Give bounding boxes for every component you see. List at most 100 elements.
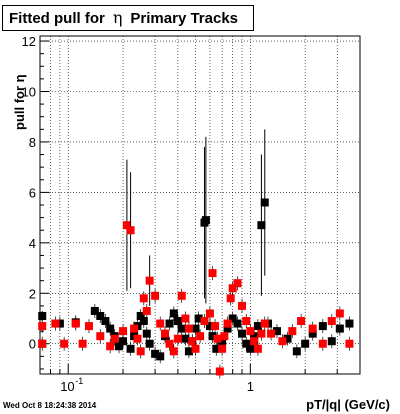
data-point-red [288,327,297,336]
data-point-black [139,317,148,326]
data-point-black [165,319,174,328]
data-point-red [223,319,232,328]
data-point-black [142,329,151,338]
data-point-black [272,327,281,336]
y-tick-label: 10 [22,84,36,99]
data-point-black [253,322,262,331]
data-point-black [201,216,210,225]
data-point-red [38,322,47,331]
data-point-red [142,306,151,315]
title-suffix: Primary Tracks [130,10,238,27]
y-tick-label: 0 [29,337,36,352]
data-point-red [165,339,174,348]
data-point-red [267,329,276,338]
data-point-black [327,337,336,346]
data-point-black [194,314,203,323]
data-point-red [297,317,306,326]
data-point-red [173,334,182,343]
data-point-black [169,309,178,318]
data-point-red [318,339,327,348]
y-axis-label: pull for η [12,74,27,130]
x-axis-label: pT/|q| (GeV/c) [306,397,390,412]
data-point-red [78,339,87,348]
data-point-red [136,347,145,356]
data-point-black [301,339,310,348]
data-point-black [114,342,123,351]
data-point-red [181,314,190,323]
data-point-red [246,327,255,336]
data-point-black [55,319,64,328]
data-point-black [156,352,165,361]
data-point-black [257,221,266,230]
data-point-black [335,324,344,333]
data-point-red [208,269,217,278]
data-point-red [228,284,237,293]
data-point-red [220,332,229,341]
data-point-red [169,347,178,356]
data-point-red [191,344,200,353]
data-point-red [335,309,344,318]
data-point-black [218,337,227,346]
data-point-red [139,294,148,303]
data-point-black [173,317,182,326]
title-prefix: Fitted pull for [9,10,105,27]
data-point-black [151,349,160,358]
y-tick-label: 6 [29,185,36,200]
data-point-red [327,317,336,326]
data-point-red [213,334,222,343]
data-point-black [106,324,115,333]
data-point-red [226,294,235,303]
data-point-red [257,329,266,338]
data-point-black [345,319,354,328]
data-point-black [136,311,145,320]
y-tick-label: 12 [22,34,36,49]
data-point-red [177,291,186,300]
data-point-red [253,344,262,353]
x-tick-label-exponent: -1 [75,376,83,386]
data-point-red [96,332,105,341]
y-tick-label: 4 [29,236,36,251]
data-point-red [145,276,154,285]
data-point-black [260,198,269,207]
data-point-red [242,317,251,326]
data-point-red [71,319,80,328]
data-point-red [161,329,170,338]
data-point-red [110,334,119,343]
data-point-black [212,344,221,353]
data-point-red [133,334,142,343]
data-point-black [233,319,242,328]
y-tick-label: 2 [29,286,36,301]
data-point-red [51,319,60,328]
data-point-black [283,334,292,343]
data-point-red [215,367,224,376]
data-point-black [145,339,154,348]
x-tick-label: 10 [60,379,74,394]
data-point-black [208,332,217,341]
data-point-black [246,344,255,353]
data-point-black [96,311,105,320]
data-point-red [218,344,227,353]
data-point-red [156,319,165,328]
y-tick-label: 8 [29,135,36,150]
data-point-red [38,339,47,348]
data-point-red [238,301,247,310]
data-point-red [188,337,197,346]
data-point-red [205,309,214,318]
data-point-black [242,339,251,348]
data-point-red [106,342,115,351]
data-point-black [101,317,110,326]
data-point-black [191,324,200,333]
x-tick-label: 1 [247,379,254,394]
data-point-black [184,347,193,356]
data-point-black [126,344,135,353]
data-point-red [122,221,131,230]
data-point-red [211,322,220,331]
data-point-red [184,324,193,333]
data-point-red [250,337,259,346]
data-point-black [238,329,247,338]
data-point-red [151,291,160,300]
data-point-red [233,279,242,288]
data-point-black [292,347,301,356]
data-point-black [38,311,47,320]
